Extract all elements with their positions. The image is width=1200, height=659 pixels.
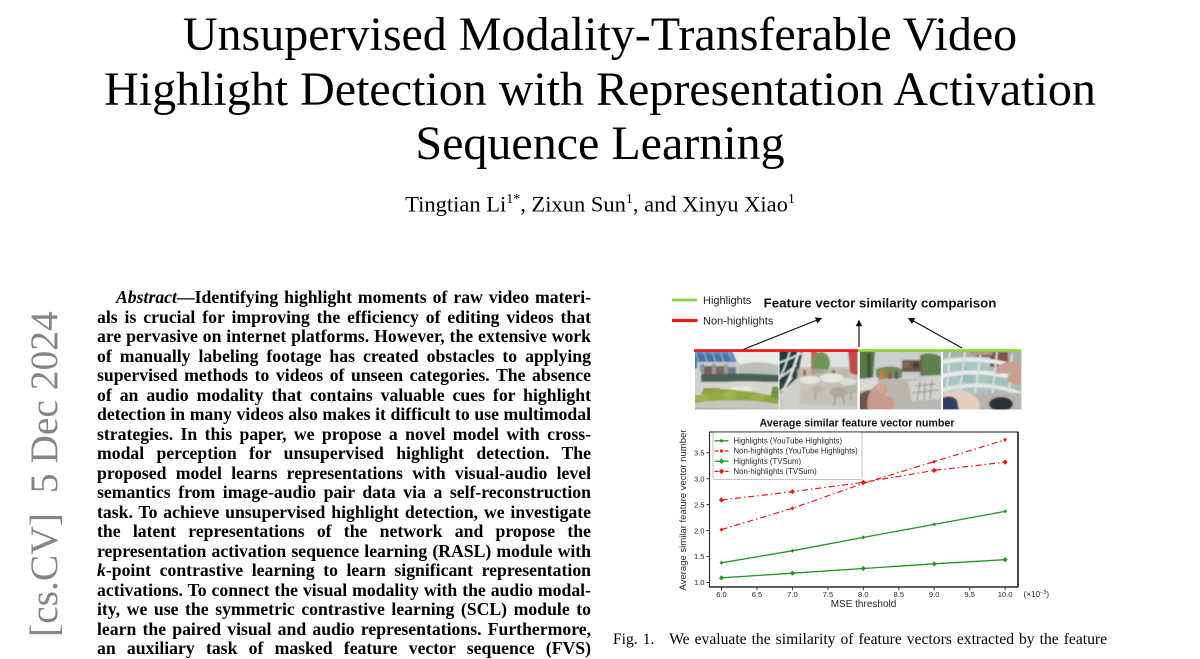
svg-text:Highlights: Highlights [703, 295, 752, 307]
svg-text:MSE threshold: MSE threshold [831, 599, 897, 610]
svg-text:Non-highlights: Non-highlights [703, 316, 774, 328]
svg-text:Non-highlights (TVSum): Non-highlights (TVSum) [734, 467, 818, 476]
svg-text:9.5: 9.5 [964, 590, 975, 599]
svg-text:Highlights (YouTube Highlights: Highlights (YouTube Highlights) [734, 437, 843, 446]
svg-text:2.5: 2.5 [694, 500, 705, 509]
svg-text:1.0: 1.0 [694, 578, 705, 587]
svg-text:8.5: 8.5 [894, 590, 905, 599]
svg-text:(×10−3): (×10−3) [1024, 590, 1050, 599]
svg-text:1.5: 1.5 [694, 552, 705, 561]
svg-text:9.0: 9.0 [929, 590, 940, 599]
svg-text:Feature vector similarity comp: Feature vector similarity comparison [764, 296, 997, 311]
svg-text:Non-highlights (YouTube Highli: Non-highlights (YouTube Highlights) [734, 447, 859, 456]
svg-text:7.0: 7.0 [787, 590, 798, 599]
svg-text:7.5: 7.5 [823, 590, 834, 599]
svg-text:3.0: 3.0 [694, 474, 705, 483]
svg-text:6.0: 6.0 [716, 590, 727, 599]
svg-text:3.5: 3.5 [694, 448, 705, 457]
svg-text:8.0: 8.0 [858, 590, 869, 599]
svg-text:Highlights (TVSum): Highlights (TVSum) [734, 457, 802, 466]
svg-text:2.0: 2.0 [694, 526, 705, 535]
svg-text:6.5: 6.5 [752, 590, 763, 599]
svg-text:Average similar feature vector: Average similar feature vector number [759, 418, 954, 430]
svg-text:Average similar feature vector: Average similar feature vector number [678, 430, 689, 591]
svg-text:10.0: 10.0 [998, 590, 1013, 599]
